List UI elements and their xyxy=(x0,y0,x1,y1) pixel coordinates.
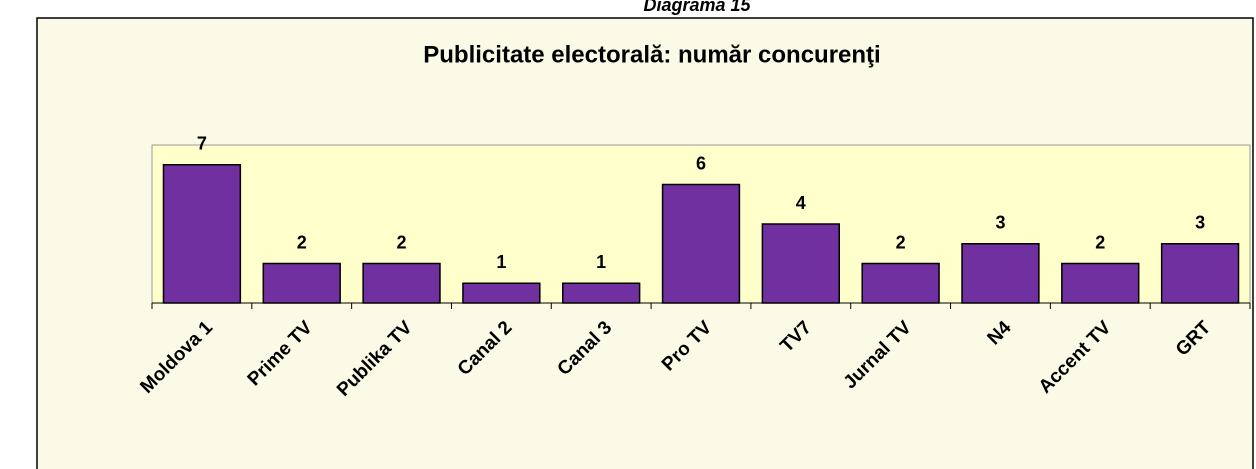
data-label: 2 xyxy=(297,232,307,252)
bar xyxy=(861,262,940,304)
caption: Diagrama 15 xyxy=(643,0,751,15)
bar xyxy=(1160,243,1240,304)
bar xyxy=(462,282,541,304)
data-label: 4 xyxy=(796,193,806,213)
data-label: 2 xyxy=(397,232,407,252)
bar xyxy=(761,223,840,304)
data-label: 3 xyxy=(995,213,1005,233)
bar xyxy=(162,164,242,304)
data-label: 7 xyxy=(197,134,207,154)
bar xyxy=(262,262,341,304)
data-label: 2 xyxy=(896,232,906,252)
bar xyxy=(961,243,1040,304)
bar xyxy=(362,262,441,304)
data-label: 1 xyxy=(496,252,506,272)
data-label: 2 xyxy=(1095,232,1105,252)
data-label: 3 xyxy=(1195,213,1205,233)
data-label: 1 xyxy=(596,252,606,272)
bar xyxy=(1061,262,1140,304)
bar xyxy=(661,183,741,304)
data-label: 6 xyxy=(696,153,706,173)
chart-title: Publicitate electorală: număr concurenţi xyxy=(423,41,880,68)
bar xyxy=(562,282,641,304)
